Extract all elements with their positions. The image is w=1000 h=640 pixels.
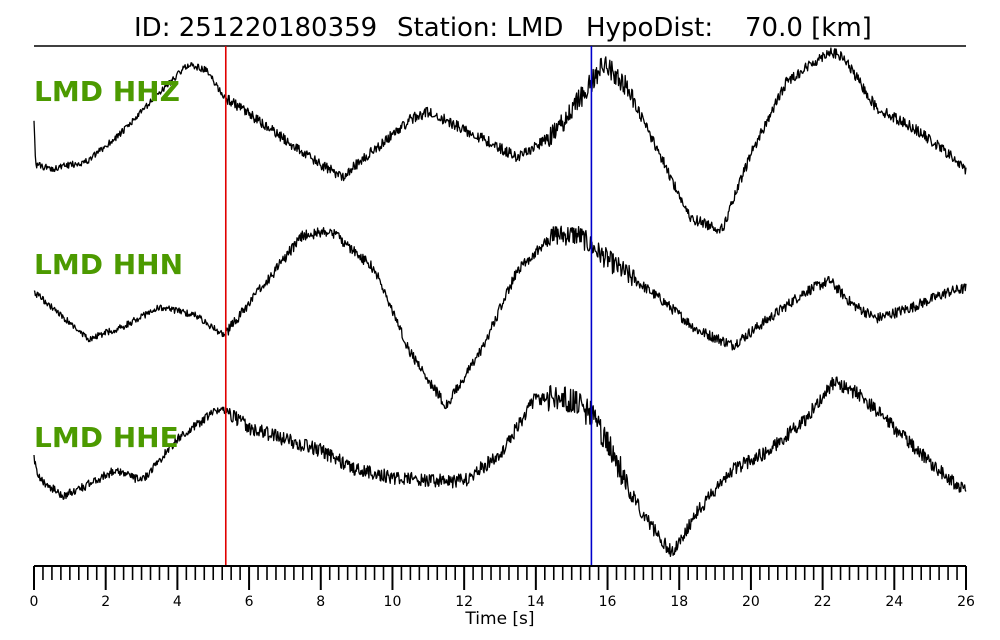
trace-lmd-hhn <box>33 225 967 410</box>
x-tick-label: 0 <box>30 594 39 610</box>
title-station: Station: LMD <box>397 13 563 43</box>
channel-label-lmd-hhz: LMD HHZ <box>34 75 180 108</box>
x-axis-label: Time [s] <box>464 609 534 629</box>
trace-lmd-hhz <box>33 47 967 234</box>
x-tick-label: 16 <box>599 594 617 610</box>
x-tick-label: 8 <box>316 594 325 610</box>
x-tick-label: 18 <box>670 594 688 610</box>
title-hypodist-value: 70.0 [km] <box>745 13 872 43</box>
x-tick-label: 12 <box>455 594 473 610</box>
channel-label-lmd-hhn: LMD HHN <box>34 248 183 281</box>
x-tick-label: 24 <box>885 594 903 610</box>
x-tick-label: 10 <box>384 594 402 610</box>
x-tick-label: 14 <box>527 594 545 610</box>
channel-label-lmd-hhe: LMD HHE <box>34 421 179 454</box>
x-tick-label: 2 <box>101 594 110 610</box>
title-event-id: ID: 251220180359 <box>134 13 377 43</box>
trace-lmd-hhe <box>33 376 967 557</box>
x-tick-label: 26 <box>957 594 975 610</box>
channel-labels: LMD HHZ LMD HHN LMD HHE <box>34 75 183 454</box>
x-tick-label: 20 <box>742 594 760 610</box>
x-tick-label: 6 <box>245 594 254 610</box>
x-tick-label: 22 <box>814 594 832 610</box>
title-hypodist-label: HypoDist: <box>586 13 713 43</box>
time-axis-ticks: 0 2 4 6 8 10 12 14 16 18 20 22 24 26 <box>30 566 975 610</box>
pick-lines <box>224 46 593 566</box>
x-tick-label: 4 <box>173 594 182 610</box>
trace-group <box>33 47 967 557</box>
